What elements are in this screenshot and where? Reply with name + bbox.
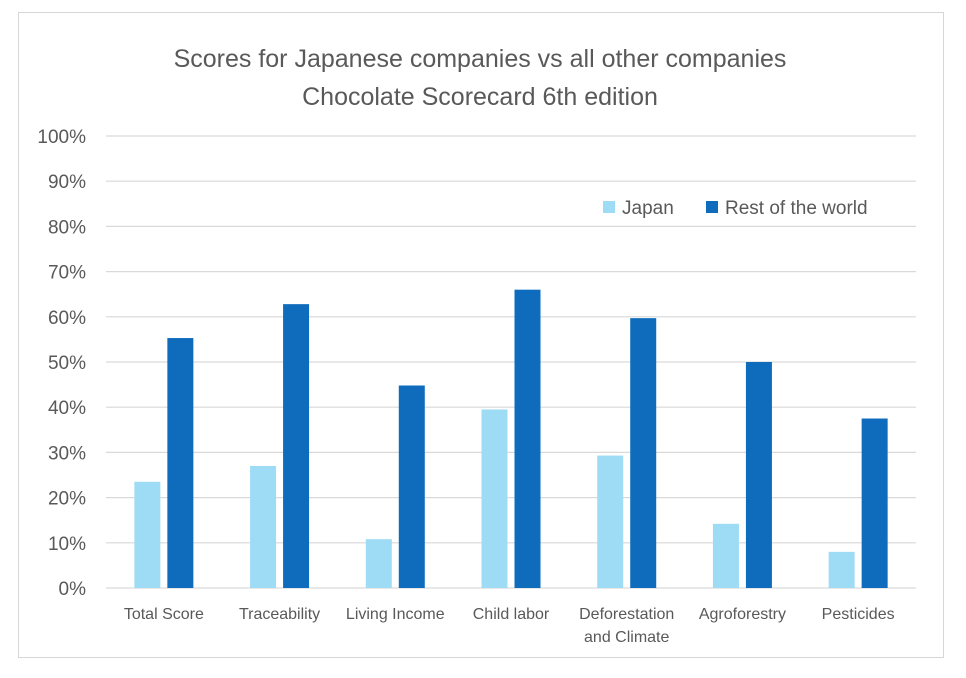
x-category-label: Pesticides [822,606,895,623]
chart-title: Scores for Japanese companies vs all oth… [174,45,787,73]
bar-japan [134,481,161,588]
x-category-label: Agroforestry [699,606,786,623]
bar-rest-of-world [861,418,888,588]
x-category-label: Child labor [473,606,550,623]
x-category-label: Traceability [239,606,320,623]
y-tick-label: 60% [48,308,86,329]
x-category-label: and Climate [584,629,669,646]
bar-rest-of-world [745,362,772,588]
legend-swatch-japan [603,201,615,213]
bars [134,289,888,588]
bar-rest-of-world [283,304,310,588]
y-tick-label: 80% [48,217,86,238]
y-tick-label: 10% [48,534,86,555]
bar-rest-of-world [514,289,541,588]
bar-japan [597,455,624,588]
legend-label-japan: Japan [622,198,674,219]
bar-japan [828,551,855,588]
y-tick-label: 70% [48,263,86,284]
bar-japan [365,539,392,588]
legend-swatch-rest-of-world [706,201,718,213]
y-tick-label: 30% [48,443,86,464]
bar-rest-of-world [167,338,194,588]
y-tick-label: 100% [37,127,86,148]
chart-subtitle: Chocolate Scorecard 6th edition [302,83,658,111]
bar-japan [481,409,508,588]
bar-japan [712,523,739,588]
y-tick-label: 20% [48,489,86,510]
gridlines [106,135,916,589]
x-category-label: Living Income [346,606,445,623]
legend-label-rest-of-world: Rest of the world [725,198,868,219]
y-tick-label: 90% [48,172,86,193]
y-tick-label: 50% [48,353,86,374]
x-axis-labels: Total Score Traceability Living Income Chil… [124,606,895,646]
legend: Japan Rest of the world [603,198,868,219]
x-category-label: Deforestation [579,606,674,623]
bar-rest-of-world [630,318,657,588]
y-tick-label: 0% [59,579,87,600]
bar-japan [250,465,277,588]
x-category-label: Total Score [124,606,204,623]
y-axis-ticks: 0% 10% 20% 30% 40% 50% 60% 70% 80% 90% 100% [37,127,86,600]
bar-rest-of-world [398,385,425,588]
y-tick-label: 40% [48,398,86,419]
